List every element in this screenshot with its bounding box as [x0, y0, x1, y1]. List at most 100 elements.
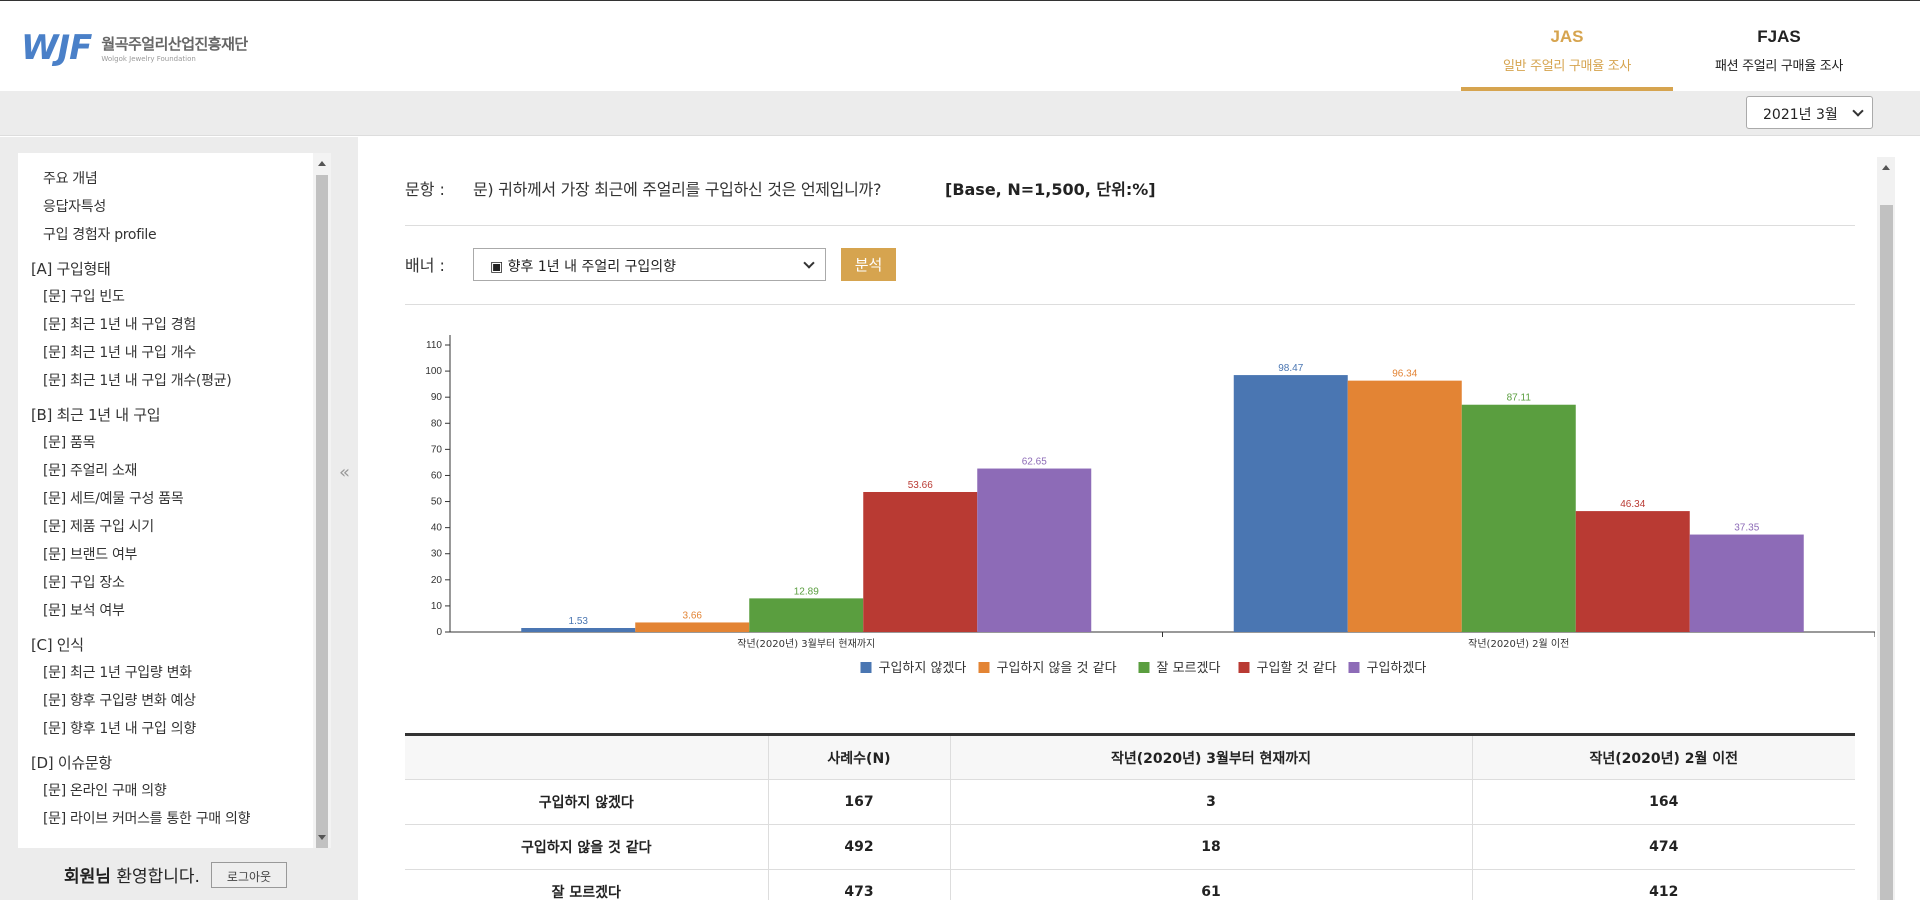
analyze-button[interactable]: 분석: [841, 248, 896, 281]
sidebar-item[interactable]: [문] 최근 1년 내 구입 개수: [43, 345, 196, 361]
data-label: 12.89: [794, 586, 819, 597]
sidebar-item[interactable]: [문] 라이브 커머스를 통한 구매 의향: [43, 811, 251, 827]
data-label: 3.66: [683, 610, 703, 621]
scroll-up-arrow-icon[interactable]: [318, 161, 326, 166]
y-tick-label: 70: [431, 444, 443, 455]
table-cell: 구입하지 않겠다: [405, 779, 769, 825]
bar: [1233, 375, 1348, 632]
banner-select-value: ▣ 향후 1년 내 주얼리 구입의향: [490, 259, 677, 275]
table-header-row: 사례수(N) 작년(2020년) 3월부터 현재까지 작년(2020년) 2월 …: [405, 733, 1855, 780]
toolbar-strip: [0, 91, 1920, 136]
tab-jas[interactable]: JAS 일반 주얼리 구매율 조사: [1461, 1, 1673, 91]
month-select[interactable]: 2021년 3월: [1746, 96, 1873, 129]
chevron-down-icon: [803, 257, 815, 269]
legend-swatch: [1138, 662, 1150, 673]
question-text: 문) 귀하께서 가장 최근에 주얼리를 구입하신 것은 언제입니까?: [473, 180, 882, 199]
table-cell: 18: [950, 824, 1473, 870]
data-label: 62.65: [1022, 457, 1047, 468]
banner-select[interactable]: ▣ 향후 1년 내 주얼리 구입의향: [473, 248, 826, 281]
sidebar-item[interactable]: [문] 최근 1년 구입량 변화: [43, 665, 192, 681]
logo-name-ko: 월곡주얼리산업진흥재단: [101, 35, 248, 53]
y-tick-label: 30: [431, 549, 443, 560]
logo-text: 월곡주얼리산업진흥재단 Wolgok Jewelry Foundation: [101, 33, 248, 63]
table-header: 작년(2020년) 3월부터 현재까지: [950, 733, 1473, 780]
table-row: 잘 모르겠다 473 61 412: [405, 869, 1855, 900]
sidebar-item[interactable]: [문] 제품 구입 시기: [43, 519, 154, 535]
month-select-value: 2021년 3월: [1763, 107, 1838, 123]
data-label: 1.53: [569, 616, 589, 627]
table-cell: 474: [1472, 824, 1855, 870]
scroll-up-arrow-icon[interactable]: [1882, 165, 1890, 170]
header: WJF 월곡주얼리산업진흥재단 Wolgok Jewelry Foundatio…: [0, 1, 1920, 91]
sidebar-scrollbar[interactable]: [313, 153, 331, 848]
data-label: 87.11: [1507, 393, 1532, 404]
y-tick-label: 10: [431, 601, 443, 612]
table-cell: 3: [950, 779, 1473, 825]
tab-code: FJAS: [1757, 27, 1801, 46]
sidebar-item[interactable]: [문] 향후 구입량 변화 예상: [43, 693, 196, 709]
collapse-sidebar-icon[interactable]: «: [339, 462, 351, 483]
x-tick-label: 작년(2020년) 3월부터 현재까지: [737, 638, 875, 650]
sidebar-item[interactable]: [문] 구입 빈도: [43, 289, 125, 305]
logout-button[interactable]: 로그아웃: [211, 862, 287, 888]
question-label: 문항 :: [405, 180, 445, 199]
sidebar-section[interactable]: [C] 인식: [31, 636, 84, 654]
y-tick-label: 50: [431, 497, 443, 508]
table-cell: 61: [950, 869, 1473, 900]
data-label: 98.47: [1278, 363, 1303, 374]
tab-label: 패션 주얼리 구매율 조사: [1714, 59, 1844, 74]
sidebar-section[interactable]: [D] 이슈문항: [31, 754, 112, 772]
table-cell: 473: [768, 869, 951, 900]
sidebar-item[interactable]: [문] 최근 1년 내 구입 개수(평균): [43, 373, 232, 389]
data-label: 46.34: [1620, 499, 1645, 510]
bar: [635, 622, 750, 632]
welcome-message: 환영합니다.: [110, 867, 200, 887]
sidebar-item[interactable]: [문] 주얼리 소재: [43, 463, 138, 479]
sidebar-item[interactable]: [문] 품목: [43, 435, 96, 451]
table-cell: 잘 모르겠다: [405, 869, 769, 900]
scrollbar-thumb[interactable]: [1880, 205, 1893, 900]
bar-chart: 0 10 20 30 40 50 60 70 80 90 100 110 1.53 3.66 12.89 53…: [425, 335, 1875, 676]
scrollbar-thumb[interactable]: [316, 175, 328, 848]
tab-fjas[interactable]: FJAS 패션 주얼리 구매율 조사: [1673, 1, 1885, 91]
legend-label: 잘 모르겠다: [1157, 661, 1221, 676]
divider: [405, 225, 1855, 226]
data-label: 96.34: [1392, 369, 1417, 380]
table-row: 구입하지 않을 것 같다 492 18 474: [405, 824, 1855, 870]
y-tick-label: 100: [425, 366, 442, 377]
legend-swatch: [978, 662, 990, 673]
welcome-text: 회원님 환영합니다.: [64, 862, 200, 887]
sidebar-item[interactable]: 구입 경험자 profile: [43, 227, 157, 243]
y-tick-label: 110: [426, 340, 442, 351]
logo[interactable]: WJF 월곡주얼리산업진흥재단 Wolgok Jewelry Foundatio…: [21, 31, 248, 65]
sidebar-item[interactable]: 응답자특성: [43, 199, 106, 215]
banner-label: 배너 :: [405, 256, 445, 275]
top-border: [0, 0, 1920, 1]
y-tick-label: 40: [431, 523, 443, 534]
sidebar-item[interactable]: [문] 보석 여부: [43, 603, 125, 619]
table-header: 작년(2020년) 2월 이전: [1472, 733, 1855, 780]
main-scrollbar[interactable]: [1877, 157, 1895, 900]
bar: [1689, 534, 1804, 632]
sidebar-item[interactable]: [문] 구입 장소: [43, 575, 125, 591]
results-table: 사례수(N) 작년(2020년) 3월부터 현재까지 작년(2020년) 2월 …: [405, 733, 1855, 900]
sidebar-item[interactable]: [문] 세트/예물 구성 품목: [43, 491, 184, 507]
table-cell: 167: [768, 779, 951, 825]
y-tick-label: 80: [431, 418, 443, 429]
sidebar-item[interactable]: [문] 브랜드 여부: [43, 547, 138, 563]
y-tick-label: 20: [431, 575, 443, 586]
sidebar-item[interactable]: [문] 향후 1년 내 구입 의향: [43, 721, 196, 737]
sidebar-section[interactable]: [A] 구입형태: [31, 260, 111, 278]
bar: [1461, 404, 1576, 632]
question-base: [Base, N=1,500, 단위:%]: [945, 180, 1156, 199]
chevron-down-icon: [1852, 105, 1864, 117]
y-tick-label: 90: [431, 392, 443, 403]
data-label: 53.66: [908, 480, 933, 491]
sidebar-section[interactable]: [B] 최근 1년 내 구입: [31, 406, 161, 424]
sidebar-item[interactable]: [문] 최근 1년 내 구입 경험: [43, 317, 196, 333]
sidebar-item[interactable]: [문] 온라인 구매 의향: [43, 783, 167, 799]
logo-name-en: Wolgok Jewelry Foundation: [101, 55, 196, 63]
scroll-down-arrow-icon[interactable]: [318, 835, 326, 840]
sidebar-item[interactable]: 주요 개념: [43, 171, 98, 187]
